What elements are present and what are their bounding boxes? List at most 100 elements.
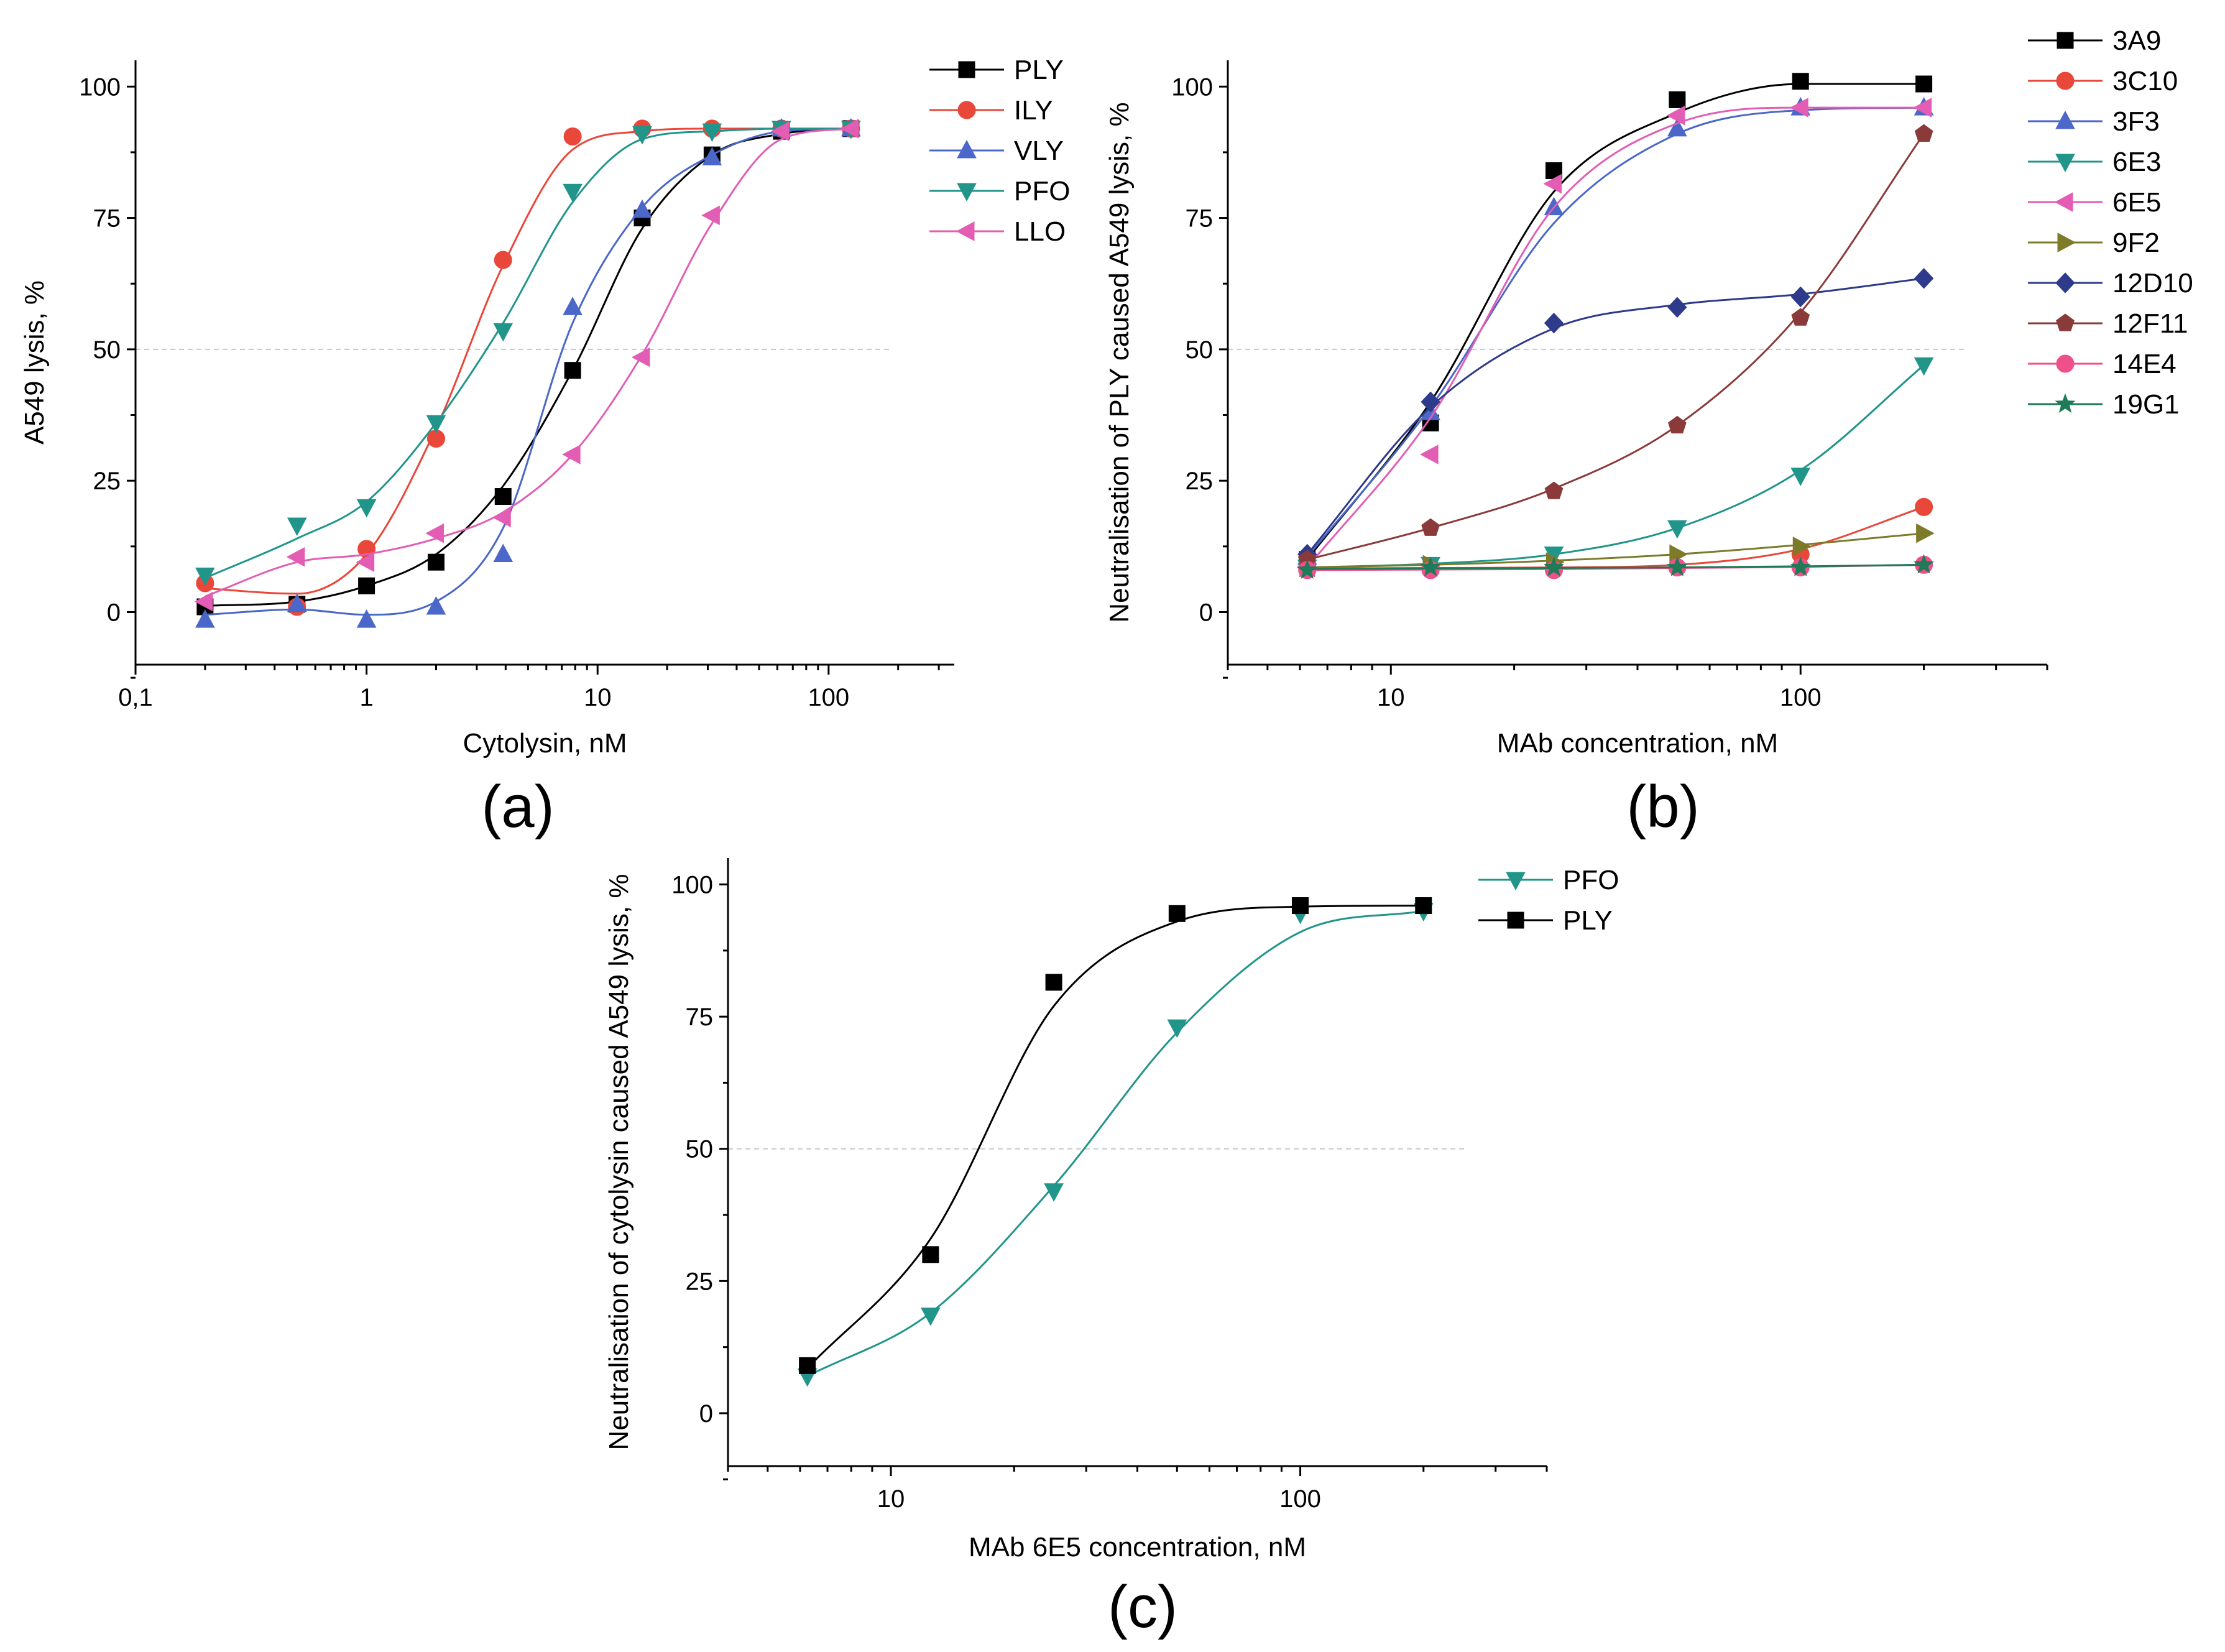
y-tick-label: 75: [686, 1004, 714, 1031]
data-point-llo: [356, 552, 375, 573]
legend-marker-3a9: [2057, 32, 2074, 49]
data-point-12f11: [1914, 124, 1933, 142]
panel-c: 0 25 50 75 100 10 100 MAb 6E5 concentration, nM…: [604, 858, 1619, 1640]
legend-marker-ply: [1507, 911, 1524, 929]
data-point-ply: [1292, 897, 1309, 915]
data-point-llo: [286, 547, 305, 567]
series-3a9: [1299, 73, 1933, 568]
series-6e5: [1296, 98, 1932, 578]
legend-label-ily: ILY: [1014, 95, 1053, 126]
legend-label-9f2: 9F2: [2112, 228, 2160, 258]
legend-marker-llo: [956, 221, 975, 241]
series-12d10: [1297, 268, 1934, 565]
data-point-ply: [922, 1246, 939, 1263]
data-point-ply: [564, 362, 581, 379]
data-point-12f11: [1421, 518, 1440, 536]
y-axis-title: A549 lysis, %: [19, 280, 50, 445]
fit-curve-3a9: [1306, 83, 1924, 560]
legend: PLY ILY VLY PFO LLO: [929, 55, 1070, 247]
data-point-vly: [287, 593, 307, 612]
data-point-6e3: [1914, 357, 1934, 376]
data-point-llo: [492, 507, 511, 528]
data-point-ply: [1415, 897, 1432, 915]
y-tick-label: 100: [79, 73, 121, 101]
x-tick-label: 10: [584, 684, 612, 711]
y-tick-label: 25: [1186, 468, 1214, 495]
data-point-6e5: [1790, 98, 1808, 118]
data-point-12f11: [1668, 415, 1687, 434]
fit-curve-3c10: [1307, 505, 1925, 570]
legend-marker-12d10: [2055, 272, 2075, 293]
panel-a: 0 25 50 75 100 0,1 1 10 100 Cytolysin, nM A549 lys…: [19, 55, 1070, 840]
legend-label-3a9: 3A9: [2112, 25, 2161, 56]
data-point-llo: [425, 523, 444, 543]
data-point-6e5: [1666, 105, 1685, 126]
legend-label-pfo: PFO: [1563, 865, 1619, 895]
series-19g1: [1297, 553, 1935, 579]
data-point-ily: [494, 251, 512, 269]
legend-label-12f11: 12F11: [2112, 308, 2188, 339]
series-vly: [195, 118, 861, 628]
data-point-6e5: [1543, 173, 1562, 194]
data-point-vly: [493, 543, 514, 563]
x-axis-title: MAb 6E5 concentration, nM: [969, 1532, 1306, 1562]
legend-label-6e3: 6E3: [2112, 147, 2161, 177]
data-point-3a9: [1915, 75, 1933, 93]
data-point-llo: [770, 121, 790, 141]
data-point-pfo: [563, 183, 583, 203]
data-point-6e5: [1420, 445, 1439, 464]
legend: PFO PLY: [1478, 865, 1619, 936]
data-point-pfo: [287, 517, 307, 537]
y-axis-title: Neutralisation of cytolysin caused A549 …: [604, 874, 634, 1451]
y-axis-title: Neutralisation of PLY caused A549 lysis,…: [1104, 102, 1135, 622]
fit-curve-pfo: [806, 910, 1424, 1377]
data-point-19g1: [1543, 556, 1565, 576]
x-tick-label: 10: [877, 1485, 905, 1513]
series-ily: [196, 119, 860, 616]
data-point-9f2: [1916, 523, 1935, 543]
y-tick-label: 50: [93, 336, 121, 364]
data-point-llo: [631, 347, 650, 367]
y-tick-label: 0: [699, 1400, 713, 1428]
data-point-6e3: [1667, 520, 1687, 539]
data-point-pfo: [632, 126, 652, 145]
data-point-3a9: [1669, 91, 1686, 108]
y-tick-label: 25: [686, 1268, 714, 1295]
data-point-12f11: [1544, 481, 1564, 499]
data-point-19g1: [1667, 556, 1688, 576]
series-ply: [799, 897, 1432, 1374]
data-point-6e5: [1913, 98, 1932, 118]
data-point-vly: [702, 147, 722, 165]
legend-marker-3c10: [2056, 72, 2075, 90]
fit-curve-12f11: [1307, 133, 1925, 561]
data-point-vly: [356, 609, 377, 628]
fit-curve-6e5: [1306, 106, 1924, 568]
panel-label: (a): [481, 773, 554, 840]
data-point-pfo: [356, 499, 377, 518]
data-point-19g1: [1297, 559, 1318, 579]
data-point-pfo: [1167, 1019, 1187, 1038]
y-tick-label: 50: [686, 1136, 714, 1163]
legend-label-3f3: 3F3: [2112, 106, 2160, 137]
legend: 3A9 3C10 3F3 6E3 6E5 9F2 12D10 12F11 14E4 19G1: [2028, 25, 2193, 420]
data-point-12d10: [1790, 286, 1810, 308]
data-point-vly: [632, 199, 652, 218]
data-point-vly: [195, 609, 215, 628]
data-point-6e3: [1790, 468, 1811, 486]
legend-marker-3f3: [2055, 110, 2075, 129]
fit-curve-pfo: [205, 127, 851, 579]
fit-curve-ply: [806, 905, 1424, 1369]
x-tick-label: 100: [808, 684, 849, 711]
data-point-12f11: [1791, 308, 1810, 326]
data-point-pfo: [921, 1308, 941, 1326]
series-pfo: [797, 903, 1434, 1387]
data-point-12d10: [1421, 391, 1440, 413]
fit-curve-vly: [205, 127, 851, 616]
legend-marker-vly: [957, 139, 977, 159]
data-point-ply: [358, 577, 375, 594]
data-point-ply: [1045, 974, 1062, 991]
data-point-llo: [840, 119, 859, 139]
data-point-llo: [194, 591, 213, 612]
fit-curve-9f2: [1307, 532, 1924, 569]
